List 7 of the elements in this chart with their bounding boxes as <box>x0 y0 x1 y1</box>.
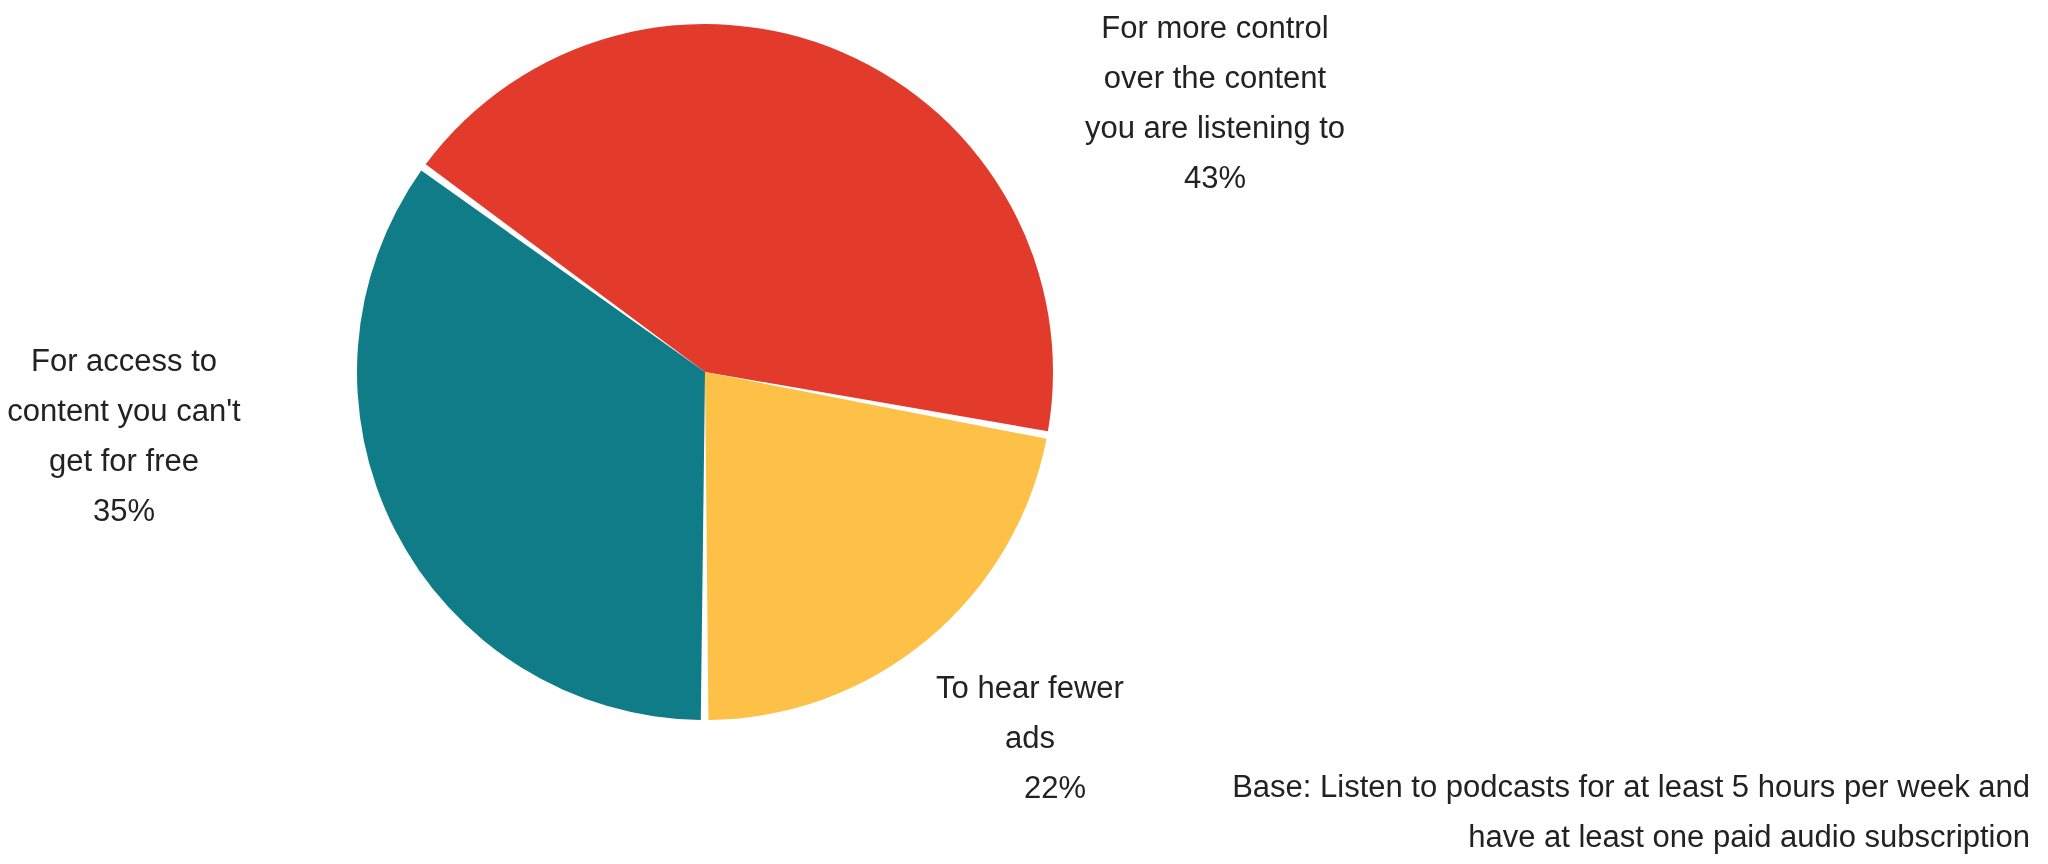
data-label: 35% <box>92 493 156 528</box>
data-label: 43% <box>1183 160 1247 195</box>
slice-label: For more control over the content you are listening to <box>1084 10 1346 145</box>
slice-label: For access to content you can't get for free <box>7 343 242 478</box>
text: Base: Listen to podcasts for at least 5 hours per week and have at least one paid audio subscription <box>1232 769 2030 854</box>
data-label: 22% <box>1023 770 1087 805</box>
slice-label: To hear fewer ads <box>936 670 1124 755</box>
